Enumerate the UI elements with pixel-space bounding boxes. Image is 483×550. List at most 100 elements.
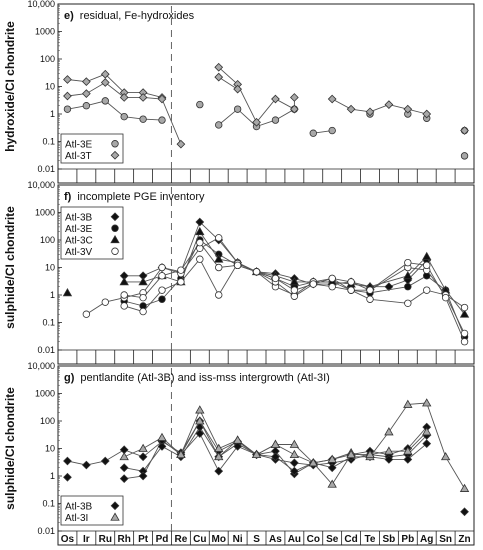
data-point [309,280,317,288]
data-point [271,274,280,283]
data-point [215,291,223,299]
data-point [366,295,374,303]
data-point [157,94,167,104]
data-point [158,263,166,272]
panel-letter: f) [64,191,72,203]
data-point [139,115,147,123]
data-point [100,456,110,466]
x-tick-label: Mo [212,534,226,545]
series-line [218,66,295,124]
data-point [139,293,147,302]
legend-marker [111,224,119,232]
data-point [158,116,166,124]
data-point [81,77,91,87]
data-point [403,446,413,455]
data-point [403,104,413,114]
data-point [138,452,148,462]
data-point [422,109,432,119]
data-point [158,295,166,303]
data-point [214,443,224,452]
x-tick-label: Pd [156,534,169,545]
data-point [460,507,469,517]
data-point [290,286,299,294]
legend-label: Atl-3T [65,151,92,162]
data-point [346,104,356,114]
data-point [177,266,185,274]
data-point [100,78,110,87]
data-point [290,292,299,300]
data-point [308,458,318,467]
series-line [124,230,465,315]
x-tick-label: Co [307,534,320,545]
data-point [423,286,431,294]
legend-marker [111,140,119,148]
panel-letter: e) [64,10,74,22]
series-Atl-3T [63,62,469,149]
data-point [327,479,337,488]
data-point [157,432,167,441]
data-point [177,278,185,286]
y-tick-label: 0.01 [37,164,55,174]
data-point [251,449,262,459]
data-point [215,121,223,129]
data-point [289,277,300,286]
data-point [441,293,450,302]
panel-f: 0.01 0.1 1 10 100 1000 10,000 f) incomplete PGE … [3,180,475,365]
y-tick-label: 10 [45,82,55,92]
data-point [139,307,147,316]
data-point [346,449,356,459]
data-point [215,234,223,242]
series-line [67,100,163,121]
series-line [180,420,428,486]
panel-letter: g) [64,372,75,384]
data-point [460,338,469,346]
x-tick-label: Rh [118,534,131,545]
data-point [119,93,129,102]
y-tick-label: 1000 [35,389,55,399]
legend-marker [111,247,119,255]
data-point [271,452,280,462]
data-point [233,441,243,451]
data-point [214,466,224,476]
y-tick-label: 100 [40,235,55,245]
legend-label: Atl-3B [65,212,93,223]
data-point [63,91,72,101]
panel-title-text: residual, Fe-hydroxides [80,10,195,22]
data-point [365,449,375,459]
y-tick-label: 0.01 [37,345,55,355]
data-point [460,303,469,312]
data-point [289,466,299,476]
data-point [138,93,148,102]
data-point [327,94,337,104]
data-point [214,254,224,263]
data-point [138,277,148,286]
series-line [331,98,427,115]
data-point [157,441,167,451]
data-point [422,439,432,449]
y-tick-label: 10 [45,263,55,273]
legend-label: Atl-3I [65,513,88,524]
data-point [384,455,394,464]
data-point [233,105,242,113]
x-tick-label: Se [326,534,339,545]
data-point [195,226,205,236]
x-tick-label: Pt [138,534,149,545]
x-tick-label: Au [288,534,301,545]
data-point [196,100,204,109]
data-point [195,405,205,414]
data-point [384,427,394,436]
data-point [196,255,204,263]
y-tick-label: 1000 [35,27,55,37]
x-tick-label: As [269,534,282,545]
data-point [271,116,280,124]
data-point [459,483,470,492]
data-point [289,458,299,468]
data-point [196,238,204,247]
data-point [63,105,72,113]
legend-label: Atl-3V [65,247,93,258]
y-tick-label: 1 [50,109,55,119]
y-tick-label: 0.1 [42,318,55,328]
legend-marker [110,512,120,521]
data-point [63,472,72,482]
